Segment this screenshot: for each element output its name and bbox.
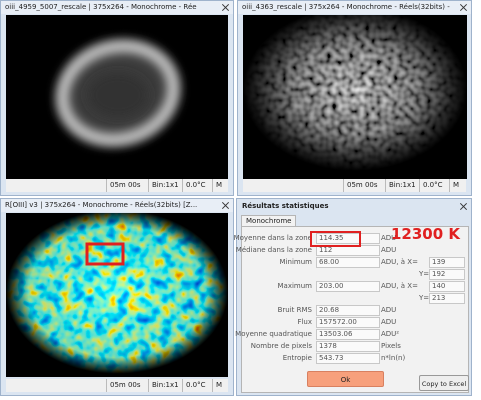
- stats-row: Moyenne dans la zone 114.35 ADU: [234, 233, 468, 244]
- row-y: 192: [429, 269, 465, 280]
- annotation: 12300 K: [391, 225, 461, 243]
- image: [6, 15, 228, 179]
- window-title: oiii_4363_rescale | 375x264 - Monochrome…: [242, 3, 450, 11]
- row-value: 1378: [316, 341, 380, 352]
- window-title: R[OIII] v3 | 375x264 - Monochrome - Réel…: [5, 201, 198, 209]
- status-temp: 0.0°C: [419, 179, 449, 192]
- status-temp: 0.0°C: [182, 379, 212, 392]
- row-unit: ADU, à X=: [381, 258, 418, 266]
- highlight-box: [310, 231, 361, 247]
- status-bar: 05m 00s Bin:1x1 0.0°C M: [6, 379, 228, 392]
- image-window[interactable]: R[OIII] v3 | 375x264 - Monochrome - Réel…: [0, 198, 234, 396]
- row-unit: ADU: [381, 234, 397, 242]
- row-label: Minimum: [279, 258, 312, 266]
- stats-row: Entropie 543.73 n*ln(n): [242, 353, 468, 364]
- row-value: 13503.06: [316, 329, 380, 340]
- stats-dialog: Résultats statistiques Monochrome Moyenn…: [234, 198, 472, 396]
- row-label: Bruit RMS: [277, 306, 312, 314]
- row-ylabel: Y=: [419, 294, 430, 302]
- row-x: 140: [429, 281, 465, 292]
- row-y: 213: [429, 293, 465, 304]
- close-button[interactable]: [222, 202, 229, 209]
- close-button[interactable]: [460, 4, 467, 11]
- dialog-title: Résultats statistiques: [242, 202, 329, 210]
- excel-button[interactable]: Copy to Excel: [419, 375, 469, 391]
- close-button[interactable]: [460, 203, 467, 210]
- image: [6, 213, 228, 377]
- window-title: oiii_4959_5007_rescale | 375x264 - Monoc…: [5, 3, 197, 11]
- stats-row: Flux 157572.00 ADU: [242, 317, 468, 328]
- status-bar: 05m 00s Bin:1x1 0.0°C M: [6, 179, 228, 192]
- stats-panel: Moyenne dans la zone 114.35 ADU Médiane dan…: [234, 226, 469, 393]
- status-bar: 05m 00s Bin:1x1 0.0°C M: [243, 179, 466, 192]
- status-mode: M: [449, 179, 465, 192]
- stats-row: Minimum 68.00 ADU, à X= 139: [242, 257, 468, 268]
- image-window[interactable]: oiii_4959_5007_rescale | 375x264 - Monoc…: [0, 0, 234, 196]
- title-bar: oiii_4363_rescale | 375x264 - Monochrome…: [238, 1, 471, 14]
- ok-button[interactable]: Ok: [307, 371, 384, 387]
- status-time: 05m 00s: [106, 179, 148, 192]
- row-value: 114.35: [316, 233, 380, 244]
- row-unit: ADU, à X=: [381, 282, 418, 290]
- status-time: 05m 00s: [106, 379, 148, 392]
- stats-row: Bruit RMS 20.68 ADU: [242, 305, 468, 316]
- row-label: Nombre de pixels: [250, 342, 312, 350]
- status-temp: 0.0°C: [182, 179, 212, 192]
- row-unit: ADU: [381, 246, 397, 254]
- stats-row: Moyenne quadratique 13503.06 ADU²: [235, 329, 468, 340]
- status-bin: Bin:1x1: [385, 179, 419, 192]
- status-mode: M: [212, 179, 228, 192]
- status-mode: M: [212, 379, 228, 392]
- title-bar: oiii_4959_5007_rescale | 375x264 - Monoc…: [1, 1, 233, 14]
- row-unit: n*ln(n): [381, 354, 406, 362]
- status-bin: Bin:1x1: [148, 379, 182, 392]
- status-time: 05m 00s: [343, 179, 385, 192]
- row-value: 543.73: [316, 353, 380, 364]
- tab[interactable]: Monochrome: [241, 215, 297, 227]
- image: [243, 15, 467, 179]
- stats-row: Y= 192: [242, 269, 468, 280]
- stats-row: Nombre de pixels 1378 Pixels: [242, 341, 468, 352]
- row-label: Moyenne dans la zone: [233, 234, 312, 242]
- row-unit: Pixels: [381, 342, 401, 350]
- row-unit: ADU²: [381, 330, 400, 338]
- status-bin: Bin:1x1: [148, 179, 182, 192]
- row-value: 68.00: [316, 257, 380, 268]
- row-unit: ADU: [381, 318, 397, 326]
- image-window[interactable]: oiii_4363_rescale | 375x264 - Monochrome…: [237, 0, 472, 196]
- row-value: 20.68: [316, 305, 380, 316]
- row-label: Médiane dans la zone: [235, 246, 312, 254]
- row-ylabel: Y=: [419, 270, 430, 278]
- row-x: 139: [429, 257, 465, 268]
- row-value: 157572.00: [316, 317, 380, 328]
- row-label: Flux: [297, 318, 312, 326]
- row-unit: ADU: [381, 306, 397, 314]
- row-label: Entropie: [282, 354, 312, 362]
- stats-row: Maximum 203.00 ADU, à X= 140: [242, 281, 468, 292]
- row-value: 203.00: [316, 281, 380, 292]
- stats-row: Y= 213: [242, 293, 468, 304]
- close-button[interactable]: [222, 4, 229, 11]
- row-label: Moyenne quadratique: [235, 330, 312, 338]
- row-label: Maximum: [277, 282, 313, 290]
- title-bar: R[OIII] v3 | 375x264 - Monochrome - Réel…: [1, 199, 233, 212]
